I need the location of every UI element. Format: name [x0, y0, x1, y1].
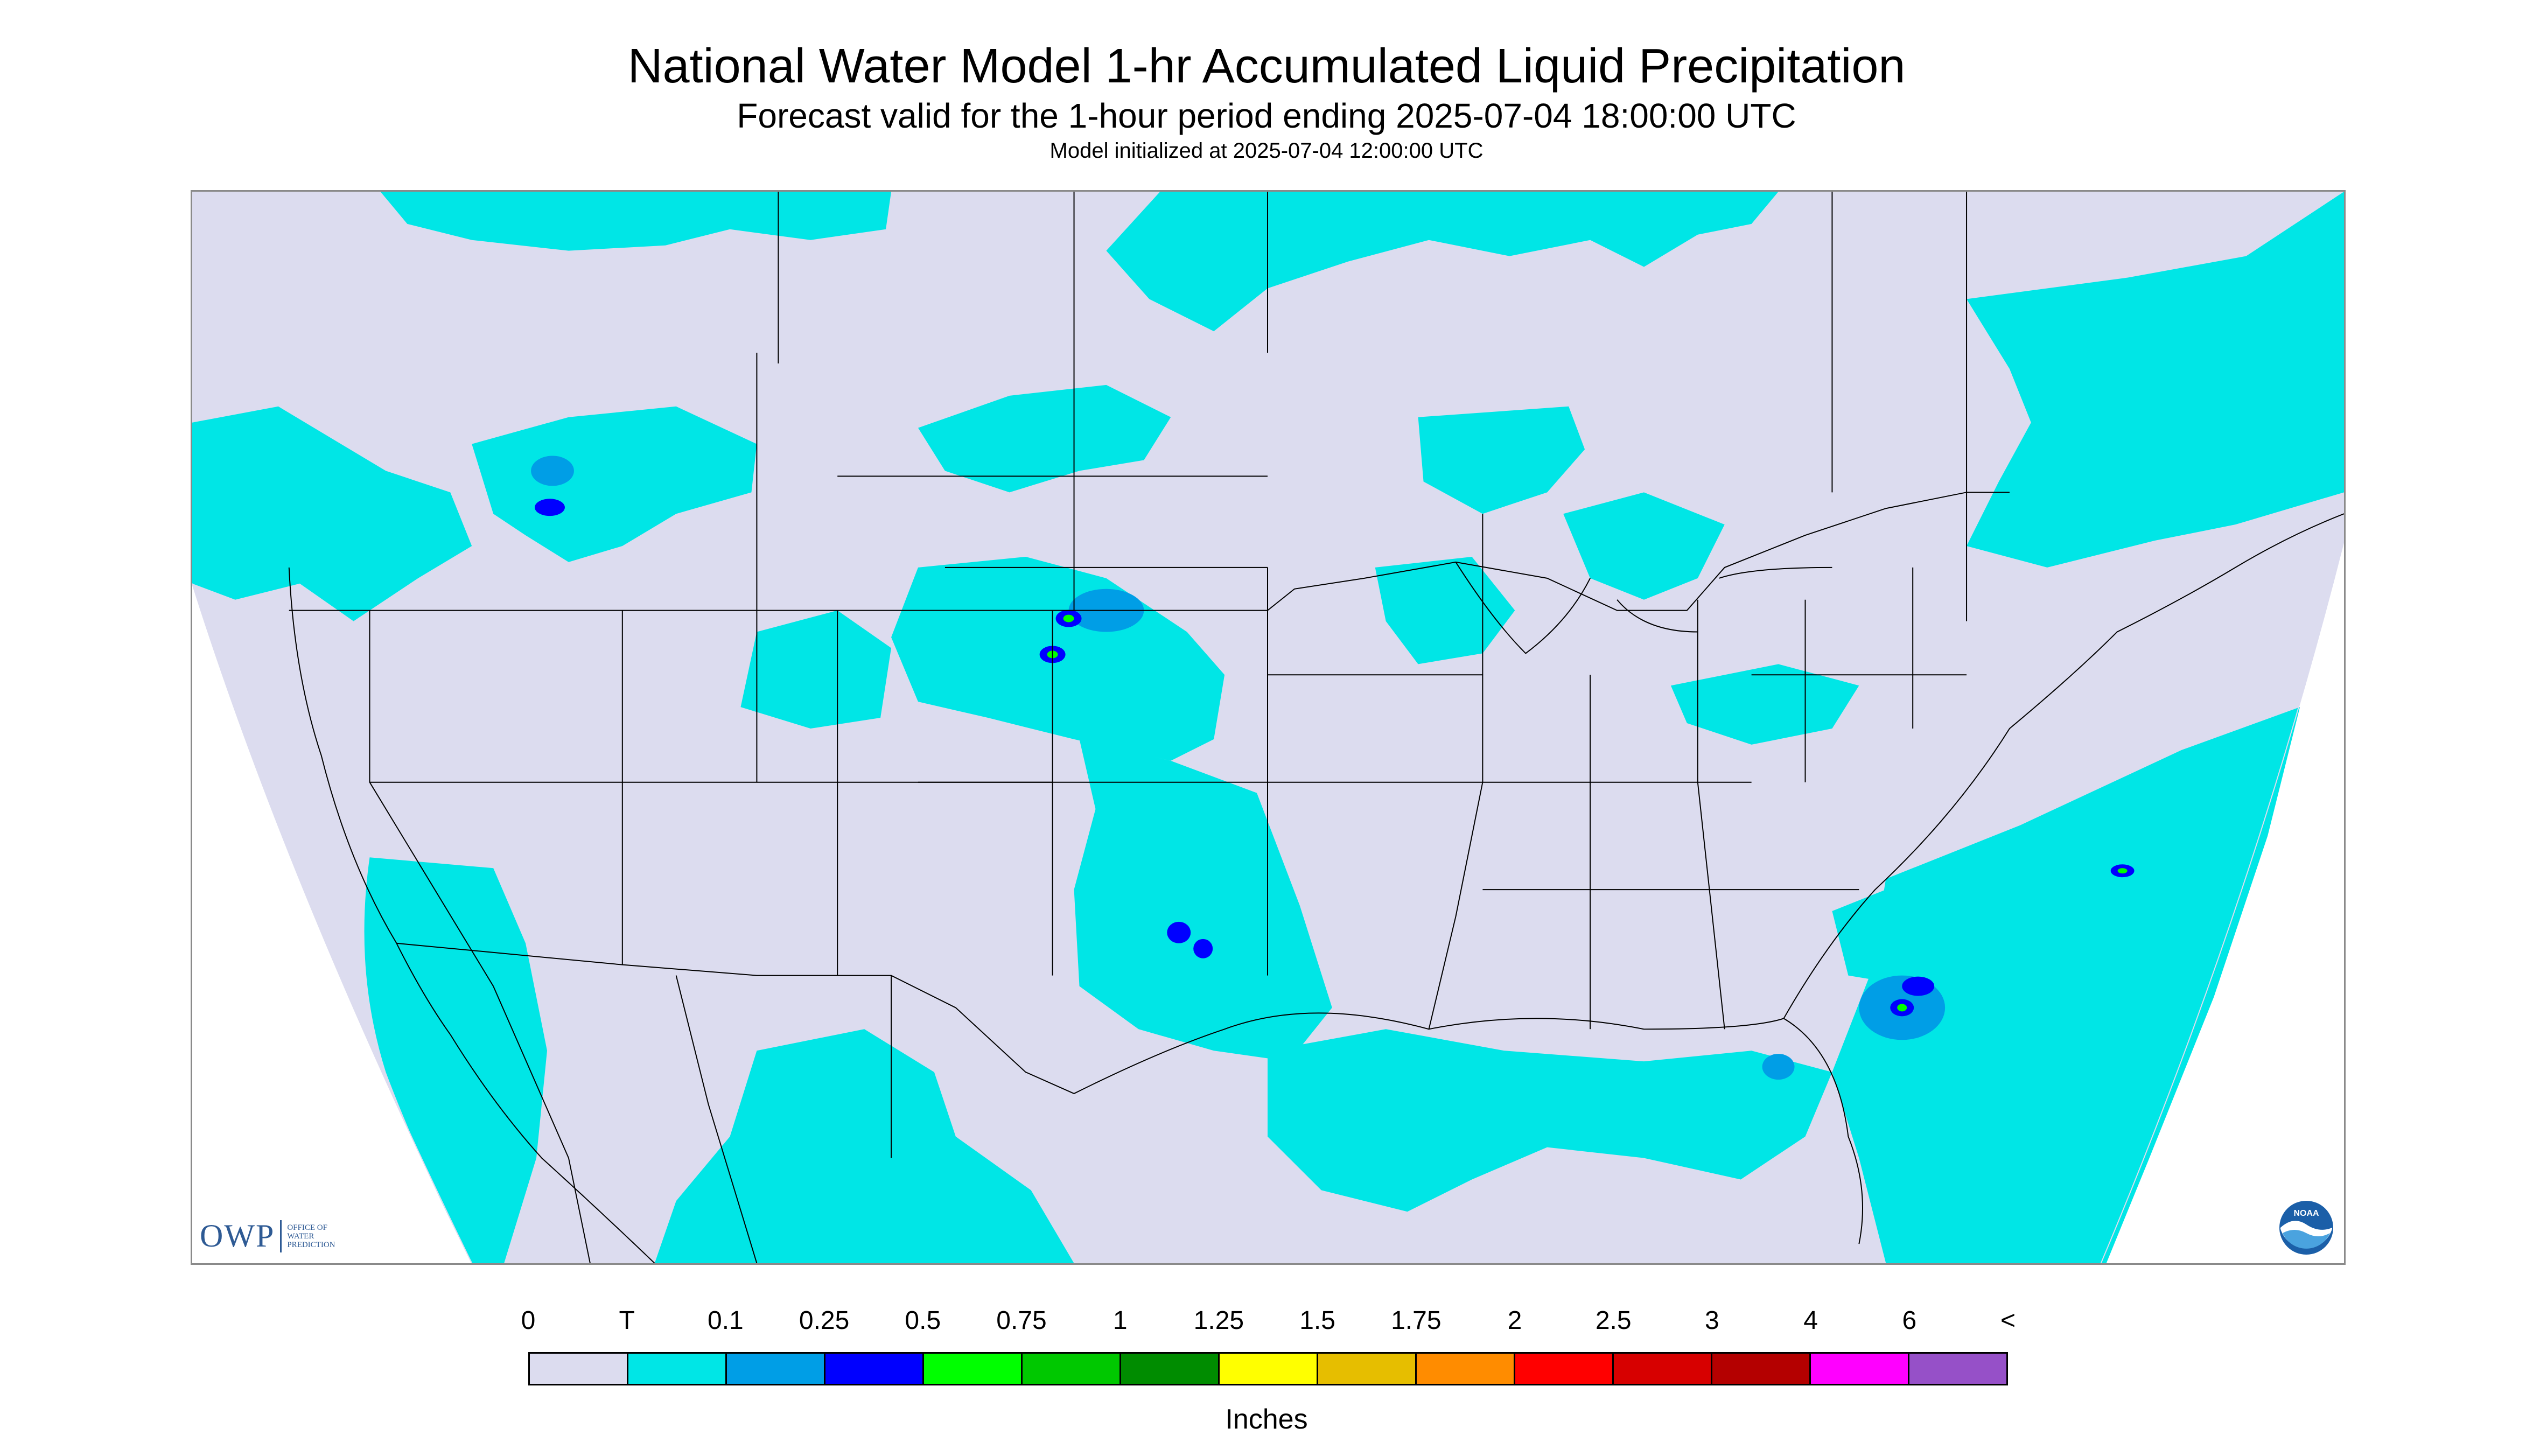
legend-tick-label: 0.1	[708, 1306, 744, 1335]
owp-logo-divider	[280, 1220, 282, 1252]
precip-area-gulf-coast	[1268, 1029, 1832, 1212]
light-cell-montana	[531, 456, 574, 486]
moderate-cell-montana	[535, 499, 565, 516]
precip-area-carolina-coast	[1832, 868, 2010, 986]
great-lakes-outline	[1455, 562, 1832, 654]
boundaries	[288, 192, 2344, 1263]
state-line-13	[1428, 514, 1484, 1030]
precip-area-ohio-valley	[1670, 664, 1859, 745]
legend-tick-label: 4	[1803, 1306, 1818, 1335]
legend-tick-label: 0	[521, 1306, 536, 1335]
noaa-logo-text: NOAA	[2293, 1209, 2319, 1218]
legend-units: Inches	[1225, 1404, 1308, 1435]
legend-swatch-2	[727, 1354, 825, 1384]
legend-swatch-1	[628, 1354, 727, 1384]
legend-tick-label: 1.5	[1299, 1306, 1335, 1335]
atlantic-coastline	[1783, 513, 2344, 1019]
light-cell-florida	[1762, 1054, 1795, 1080]
owp-logo-letters: OWP	[200, 1218, 275, 1254]
legend-swatch-12	[1712, 1354, 1811, 1384]
legend-swatch-0	[530, 1354, 628, 1384]
precip-area-dakotas	[918, 384, 1171, 493]
gulf-coastline	[1074, 1012, 1864, 1244]
heavy-cell-offshore-se	[1897, 1004, 1907, 1012]
legend-swatch-4	[924, 1354, 1023, 1384]
forecast-valid-subtitle: Forecast valid for the 1-hour period end…	[737, 96, 1796, 135]
precip-area-wyoming-colorado	[740, 610, 892, 729]
noaa-logo: NOAA	[2279, 1201, 2333, 1255]
heavy-cell-offshore-east	[2117, 868, 2128, 874]
legend-tick-label: 6	[1902, 1306, 1917, 1335]
precip-area-quebec-coast	[1967, 192, 2344, 568]
map-canvas	[192, 192, 2344, 1263]
heavy-cell-nebraska-north	[1063, 614, 1074, 622]
precip-area-southern-plains	[1074, 739, 1332, 1062]
precip-area-great-lakes	[1563, 492, 1725, 600]
moderate-cell-oklahoma	[1167, 921, 1191, 943]
mexico-state-lines	[493, 975, 892, 1263]
legend-tick-label: <	[2000, 1306, 2016, 1335]
legend-swatch-7	[1220, 1354, 1318, 1384]
precip-area-baja-mexico	[364, 857, 548, 1263]
state-line-3	[621, 610, 838, 976]
precip-area-northern-mexico	[654, 1029, 1074, 1263]
precip-area-midwest	[1375, 556, 1515, 664]
moderate-cell-oklahoma-2	[1193, 939, 1213, 958]
precip-area-montana	[472, 406, 757, 562]
precip-area-ontario-lakes	[1418, 406, 1585, 514]
legend-tick-label: 3	[1705, 1306, 1719, 1335]
legend-swatch-8	[1318, 1354, 1417, 1384]
owp-logo-text: OFFICE OF WATER PREDICTION	[287, 1223, 335, 1249]
legend-tick-label: 1.25	[1193, 1306, 1244, 1335]
legend-swatch-5	[1023, 1354, 1121, 1384]
canada-border	[289, 492, 2010, 611]
moderate-cell-offshore-se	[1902, 976, 1935, 996]
legend-tick-label: 0.25	[799, 1306, 850, 1335]
state-line-15	[1697, 599, 1725, 1030]
precip-area-northern-canada	[380, 192, 892, 251]
pacific-coastline	[288, 567, 655, 1263]
legend-tick-label: 1	[1112, 1306, 1128, 1335]
legend-tick-label: 2	[1507, 1306, 1522, 1335]
legend-tick-label: 2.5	[1595, 1306, 1632, 1335]
legend-swatch-13	[1811, 1354, 1909, 1384]
legend-swatch-14	[1909, 1354, 2006, 1384]
legend-tick-label: T	[619, 1306, 635, 1335]
legend-tick-label: 1.75	[1391, 1306, 1442, 1335]
color-legend	[528, 1352, 2008, 1385]
legend-swatch-11	[1614, 1354, 1712, 1384]
heavier-precip-cells	[531, 456, 2135, 1080]
map-title: National Water Model 1-hr Accumulated Li…	[627, 39, 1906, 93]
legend-swatch-6	[1121, 1354, 1220, 1384]
canada-province-lines	[778, 192, 1968, 611]
precipitation-map: OWP OFFICE OF WATER PREDICTION NOAA	[191, 190, 2346, 1265]
legend-swatch-3	[825, 1354, 924, 1384]
precip-area-atlantic-offshore	[1832, 707, 2300, 1263]
model-init-line: Model initialized at 2025-07-04 12:00:00…	[1049, 139, 1484, 163]
legend-tick-label: 0.5	[905, 1306, 941, 1335]
owp-logo: OWP OFFICE OF WATER PREDICTION	[200, 1217, 346, 1255]
legend-swatch-10	[1515, 1354, 1614, 1384]
domain-edge	[192, 540, 2344, 1263]
precip-area-pacific-northwest	[192, 406, 472, 621]
legend-tick-label: 0.75	[996, 1306, 1047, 1335]
precip-area-northeast-ontario	[1106, 192, 1779, 332]
legend-swatch-9	[1417, 1354, 1515, 1384]
